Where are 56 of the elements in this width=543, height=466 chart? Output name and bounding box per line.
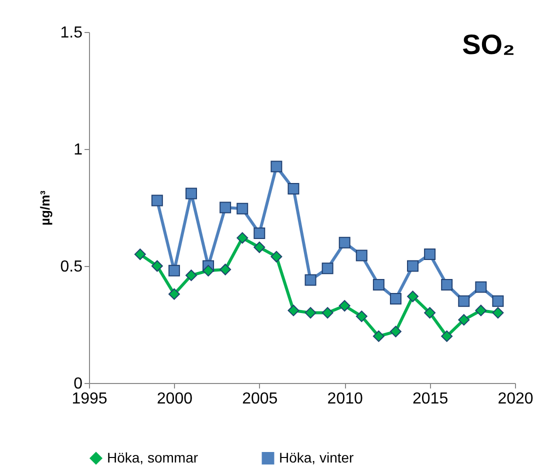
point xyxy=(492,295,504,307)
point xyxy=(151,260,163,272)
point xyxy=(441,278,453,290)
chart-title: SO₂ xyxy=(462,29,515,60)
point xyxy=(168,288,180,300)
point xyxy=(151,194,163,206)
point xyxy=(220,264,232,276)
point xyxy=(356,310,368,322)
point xyxy=(254,227,266,239)
point xyxy=(304,307,316,319)
point xyxy=(372,278,384,290)
point xyxy=(236,232,248,244)
point xyxy=(390,326,402,338)
legend-label: Höka, sommar xyxy=(107,449,198,466)
point xyxy=(304,274,316,286)
point xyxy=(185,270,197,282)
point xyxy=(338,300,350,312)
point xyxy=(236,202,248,214)
point xyxy=(134,248,146,260)
point xyxy=(270,160,282,172)
point xyxy=(322,262,334,274)
point xyxy=(288,183,300,195)
point xyxy=(202,264,214,276)
x-tick-label: 1995 xyxy=(72,390,108,408)
point xyxy=(185,188,197,200)
point xyxy=(168,264,180,276)
point xyxy=(356,250,368,262)
point xyxy=(407,260,419,272)
point xyxy=(338,236,350,248)
y-tick-label: 1.5 xyxy=(60,24,83,42)
x-tick-label: 2000 xyxy=(156,390,193,408)
x-tick-label: 2005 xyxy=(242,390,278,408)
point xyxy=(254,242,266,254)
x-tick-label: 2015 xyxy=(412,390,448,408)
x-tick-label: 2010 xyxy=(327,390,363,408)
legend-label: Höka, vinter xyxy=(279,449,354,466)
y-axis-title: µg/m³ xyxy=(37,190,52,226)
point xyxy=(492,307,504,319)
point xyxy=(372,330,384,342)
point xyxy=(441,330,453,342)
point xyxy=(390,293,402,305)
point xyxy=(322,307,334,319)
point xyxy=(458,295,470,307)
point xyxy=(220,202,232,214)
point xyxy=(270,250,282,262)
point xyxy=(288,304,300,316)
y-tick-label: 0.5 xyxy=(60,258,83,276)
point xyxy=(424,307,436,319)
x-tick-label: 2020 xyxy=(498,390,534,408)
y-tick-label: 0 xyxy=(74,376,83,392)
point xyxy=(475,281,487,293)
point xyxy=(458,314,470,326)
point xyxy=(424,248,436,260)
point xyxy=(407,290,419,302)
y-tick-label: 1 xyxy=(74,142,83,158)
point xyxy=(475,304,487,316)
